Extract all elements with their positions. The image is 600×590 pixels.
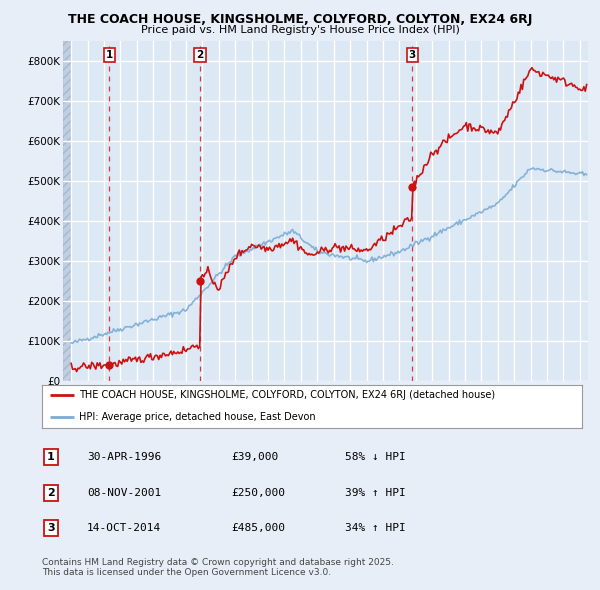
Text: 34% ↑ HPI: 34% ↑ HPI <box>345 523 406 533</box>
Bar <box>63 41 64 381</box>
Text: £39,000: £39,000 <box>231 453 278 462</box>
Text: 2: 2 <box>197 50 204 60</box>
Text: THE COACH HOUSE, KINGSHOLME, COLYFORD, COLYTON, EX24 6RJ (detached house): THE COACH HOUSE, KINGSHOLME, COLYFORD, C… <box>79 389 495 399</box>
Text: £485,000: £485,000 <box>231 523 285 533</box>
Bar <box>63 41 71 381</box>
Bar <box>66 41 67 381</box>
Text: 3: 3 <box>47 523 55 533</box>
Text: £250,000: £250,000 <box>231 488 285 497</box>
Bar <box>63 41 71 381</box>
Text: 30-APR-1996: 30-APR-1996 <box>87 453 161 462</box>
Text: Price paid vs. HM Land Registry's House Price Index (HPI): Price paid vs. HM Land Registry's House … <box>140 25 460 35</box>
Text: 14-OCT-2014: 14-OCT-2014 <box>87 523 161 533</box>
Text: Contains HM Land Registry data © Crown copyright and database right 2025.
This d: Contains HM Land Registry data © Crown c… <box>42 558 394 577</box>
Text: 39% ↑ HPI: 39% ↑ HPI <box>345 488 406 497</box>
Text: 1: 1 <box>47 453 55 462</box>
Text: THE COACH HOUSE, KINGSHOLME, COLYFORD, COLYTON, EX24 6RJ: THE COACH HOUSE, KINGSHOLME, COLYFORD, C… <box>68 13 532 26</box>
Text: 2: 2 <box>47 488 55 497</box>
Text: 1: 1 <box>106 50 113 60</box>
Text: 3: 3 <box>409 50 416 60</box>
Text: 08-NOV-2001: 08-NOV-2001 <box>87 488 161 497</box>
Text: 58% ↓ HPI: 58% ↓ HPI <box>345 453 406 462</box>
Bar <box>68 41 69 381</box>
Text: HPI: Average price, detached house, East Devon: HPI: Average price, detached house, East… <box>79 412 316 422</box>
